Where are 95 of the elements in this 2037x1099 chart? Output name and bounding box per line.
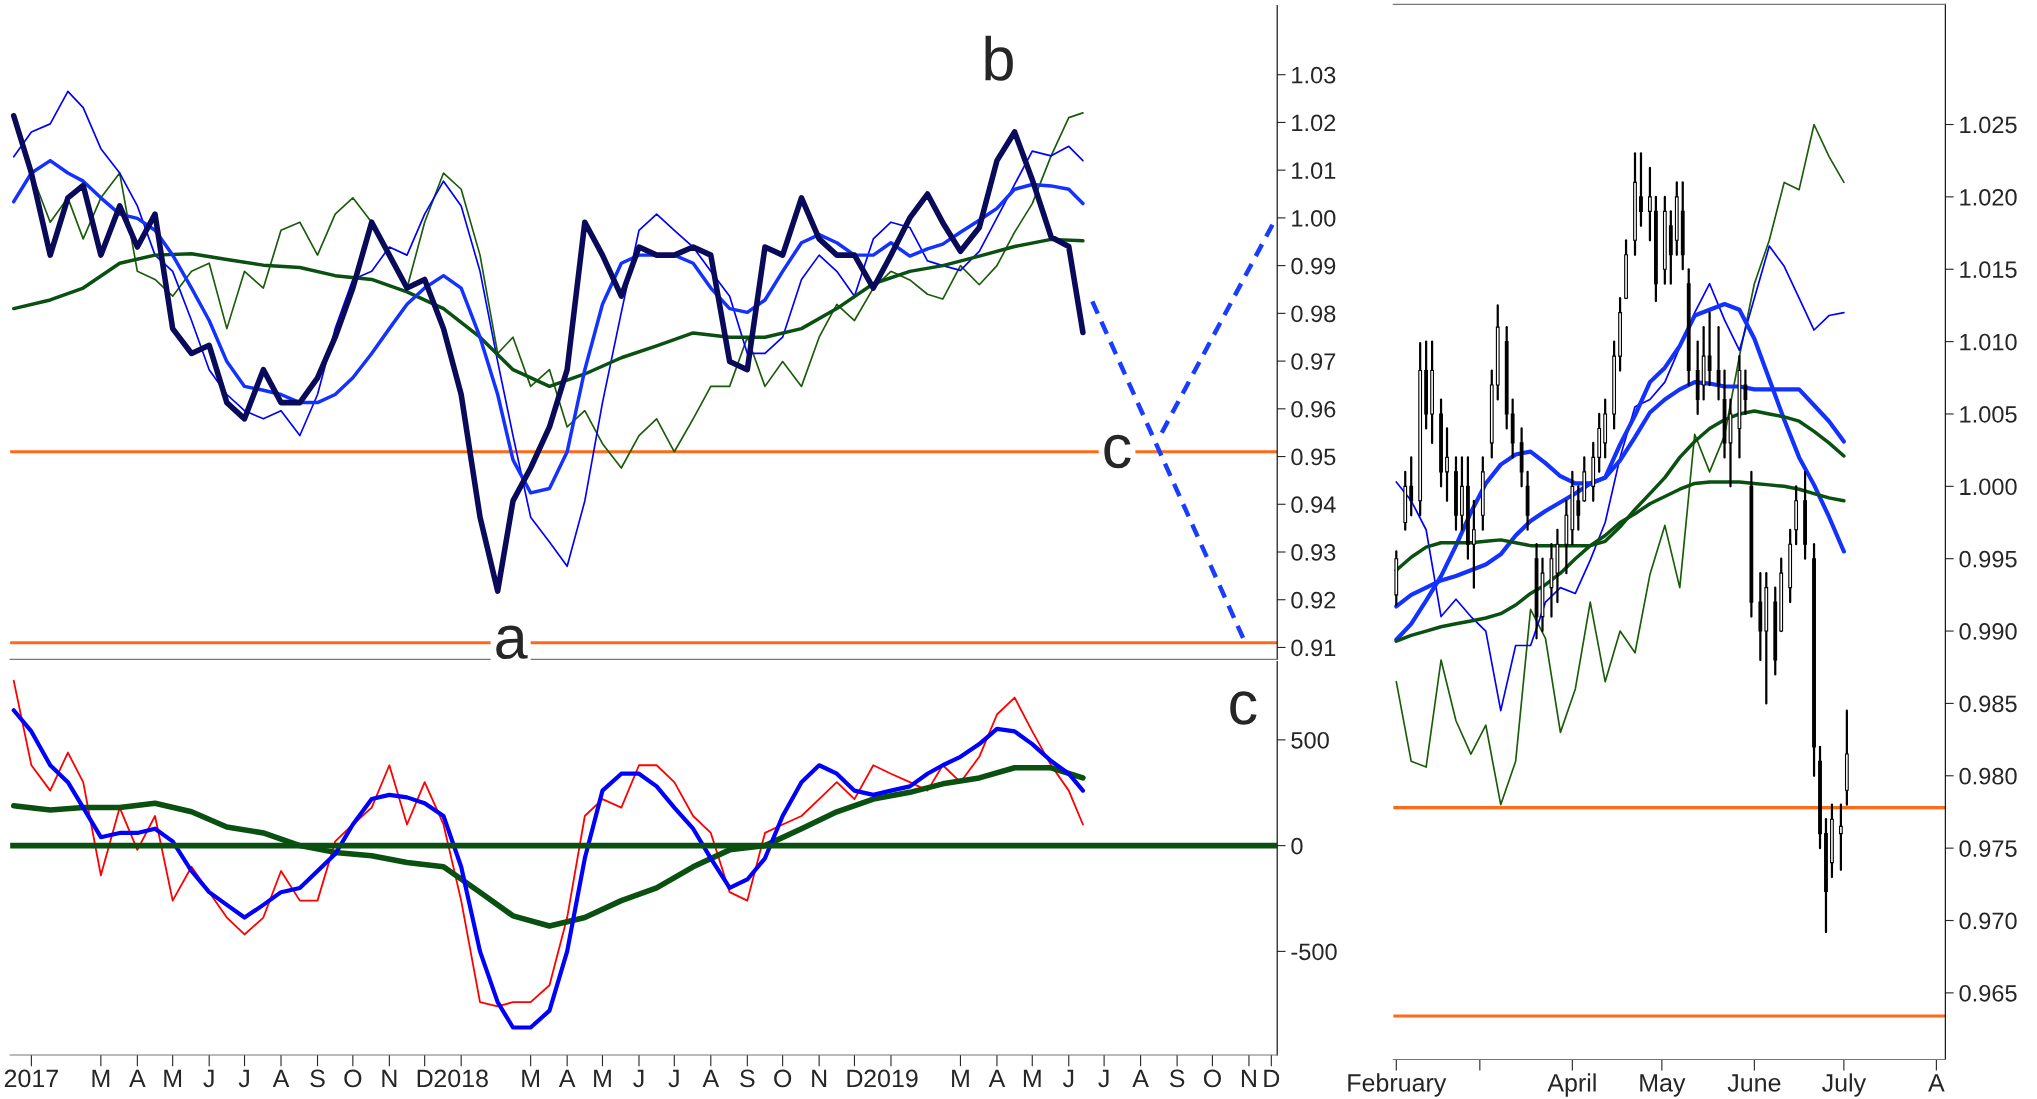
candlestick [1624,239,1628,300]
candlestick [1454,456,1458,531]
candlestick [1648,166,1652,242]
y-tick-label: 1.015 [1960,261,2017,279]
x-tick-label: J [238,1069,249,1088]
candlestick [1812,543,1816,777]
y-tick-label: 0.980 [1959,767,2017,785]
annotation: c [1230,691,1257,725]
x-tick-label: O [344,1069,362,1088]
x-tick-label: D [1264,1069,1280,1088]
candlestick [1824,818,1828,934]
y-tick-label: 0 [1291,837,1303,855]
x-tick-label: July [1822,1073,1867,1097]
x-tick-label: J [1098,1069,1109,1088]
y-tick-label: 0.94 [1291,496,1336,514]
x-tick-label: D [417,1069,433,1088]
x-tick-label: M [1023,1069,1041,1088]
x-tick-label: A [702,1069,720,1088]
x-tick-label: A [1928,1074,1945,1092]
x-tick-label: D [847,1069,863,1088]
x-tick-label: J [203,1069,214,1088]
y-tick-label: 0.91 [1291,639,1336,657]
x-tick-label: J [633,1069,644,1088]
line-series [11,237,1085,389]
x-tick-label: O [774,1069,792,1088]
y-tick-label: 0.92 [1291,591,1336,609]
x-tick-label: J [668,1069,679,1088]
y-tick-label: 1.00 [1292,209,1336,227]
candlestick [1445,427,1449,502]
y-tick-label: 1.01 [1292,162,1336,179]
candlestick [1633,152,1637,256]
x-tick-label: N [1241,1069,1256,1088]
y-tick-label: 0.99 [1291,257,1336,275]
y-tick-label: 0.965 [1959,984,2017,1002]
x-tick-label: J [1062,1069,1074,1088]
x-tick-label: S [740,1069,755,1088]
x-tick-label: 2017 [4,1069,58,1088]
x-tick-label: April [1547,1073,1596,1097]
x-tick-label: A [1132,1069,1149,1088]
line-series [1395,245,1845,712]
y-tick-label: 0.975 [1959,840,2017,857]
x-tick-label: May [1640,1074,1686,1097]
y-tick-label: 1.02 [1292,114,1336,132]
y-tick-label: 1.025 [1960,116,2017,134]
x-tick-label: June [1727,1074,1781,1092]
x-tick-label: M [164,1069,182,1088]
x-tick-label: S [1169,1069,1185,1088]
y-tick-label: 1.000 [1960,478,2017,496]
x-tick-label: S [310,1069,325,1088]
x-tick-label: February [1348,1073,1447,1097]
candlestick [1471,499,1476,589]
x-tick-label: A [988,1069,1006,1088]
y-tick-label: 0.970 [1959,912,2017,930]
candlestick [1818,745,1822,850]
x-tick-label: M [952,1069,969,1088]
y-tick-label: 0.93 [1291,544,1336,561]
y-tick-label: 1.010 [1960,333,2017,351]
y-tick-label: 1.020 [1960,188,2017,206]
candlestick [1460,456,1464,531]
annotation: a [496,625,528,660]
x-tick-label: O [1203,1069,1221,1088]
line-series [1394,301,1846,642]
y-tick-label: 0.97 [1291,353,1336,370]
y-tick-label: 0.98 [1291,305,1336,323]
candlestick [1439,398,1443,488]
x-tick-label: N [382,1069,397,1088]
x-tick-label: M [594,1069,611,1088]
y-tick-label: 0.95 [1291,448,1336,466]
candlestick [1576,485,1581,531]
candlestick [1830,803,1834,879]
candlestick [1409,456,1414,517]
x-tick-label: M [92,1069,110,1088]
annotation: b [985,35,1013,81]
x-tick-label: A [272,1069,290,1088]
y-tick-label: 0.985 [1959,695,2017,713]
y-tick-label: 500 [1291,731,1329,749]
annotation: c [1104,434,1131,469]
candlestick [1716,326,1721,401]
y-tick-label: 0.96 [1291,400,1336,418]
candlestick [1707,311,1712,387]
y-tick-label: 0.990 [1959,623,2017,640]
y-tick-label: 1.03 [1292,66,1336,84]
y-tick-label: 1.005 [1960,406,2017,423]
candlestick [1639,152,1643,227]
x-tick-label: 2018 [434,1069,488,1088]
x-tick-label: 2019 [864,1069,918,1088]
y-tick-label: 0.995 [1959,550,2017,568]
x-tick-label: M [522,1069,540,1088]
line-series [1395,123,1845,806]
x-tick-label: N [812,1069,827,1088]
x-tick-label: A [129,1069,146,1088]
x-tick-label: A [558,1069,576,1088]
y-tick-label: -500 [1291,943,1337,961]
candlestick [1743,369,1748,416]
candlestick [1838,803,1843,871]
